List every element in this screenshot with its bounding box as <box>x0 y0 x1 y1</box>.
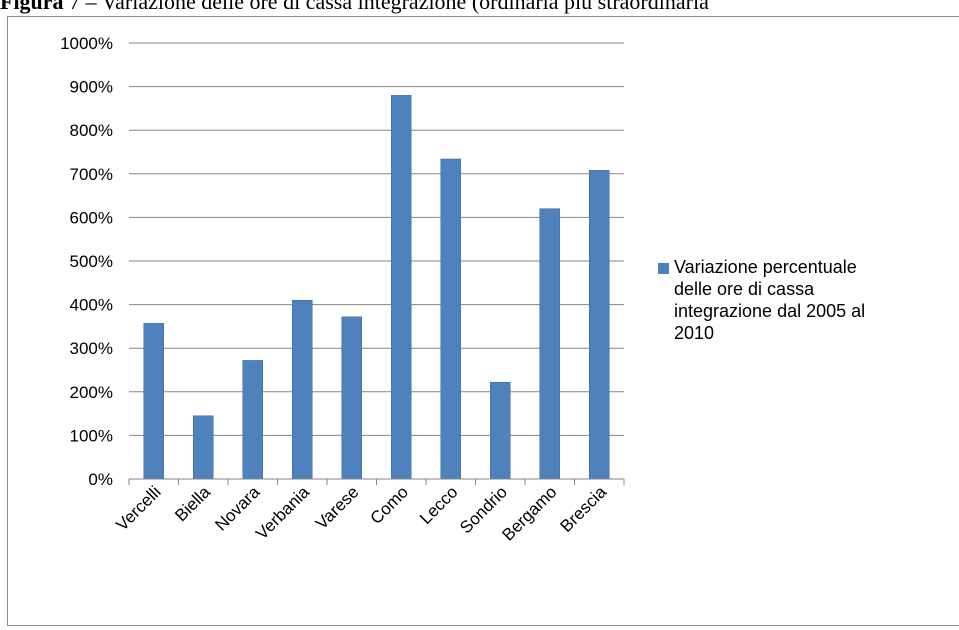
legend-label-line: Variazione percentuale <box>674 257 857 277</box>
bar-lecco <box>440 158 461 480</box>
bar-bergamo <box>539 208 560 480</box>
legend-label-line: delle ore di cassa <box>674 279 815 299</box>
gridlines <box>129 42 624 436</box>
bar-brescia <box>589 170 610 480</box>
y-tick-label: 700% <box>70 165 113 184</box>
y-tick-label: 900% <box>70 78 113 97</box>
y-tick-label: 100% <box>70 426 113 445</box>
y-tick-label: 200% <box>70 383 113 402</box>
y-tick-label: 800% <box>70 121 113 140</box>
y-tick-label: 0% <box>88 470 113 489</box>
y-tick-label: 600% <box>70 208 113 227</box>
y-tick-label: 300% <box>70 339 113 358</box>
legend: Variazione percentuale delle ore di cassa… <box>658 257 865 343</box>
x-axis <box>128 478 625 485</box>
bar-sondrio <box>490 381 511 480</box>
y-axis-tick-labels: 0% 100% 200% 300% 400% 500% 600% 700% 800% 900% 10… <box>60 34 113 489</box>
x-tick-label: Lecco <box>416 482 462 528</box>
x-tick-label: Como <box>367 482 413 528</box>
chart-frame: 0% 100% 200% 300% 400% 500% 600% 700% 800% 900% 10… <box>7 16 959 626</box>
bar-biella <box>193 415 214 480</box>
x-tick-label: Brescia <box>557 482 611 536</box>
legend-label-line: integrazione dal 2005 al <box>674 301 865 321</box>
legend-label: Variazione percentuale delle ore di cassa… <box>674 257 865 343</box>
figure-caption: Figura 7 – Variazione delle ore di cassa… <box>0 0 959 15</box>
bar-chart: 0% 100% 200% 300% 400% 500% 600% 700% 800% 900% 10… <box>60 34 865 545</box>
x-tick-label: Biella <box>171 482 214 525</box>
y-tick-label: 1000% <box>60 34 113 53</box>
bar-como <box>391 95 412 480</box>
bars <box>143 95 610 480</box>
legend-label-line: 2010 <box>674 323 714 343</box>
bar-vercelli <box>143 323 164 480</box>
bar-varese <box>341 316 362 480</box>
caption-text: 7 – Variazione delle ore di cassa integr… <box>63 0 709 14</box>
y-tick-label: 500% <box>70 252 113 271</box>
bar-novara <box>242 360 263 480</box>
x-tick-label: Verbania <box>252 482 313 543</box>
legend-swatch <box>658 263 669 274</box>
bar-verbania <box>292 299 313 480</box>
caption-prefix: Figura <box>0 0 64 14</box>
x-tick-label: Varese <box>312 482 363 533</box>
x-tick-label: Vercelli <box>112 482 164 534</box>
y-tick-label: 400% <box>70 296 113 315</box>
x-tick-label: Bergamo <box>498 482 560 544</box>
